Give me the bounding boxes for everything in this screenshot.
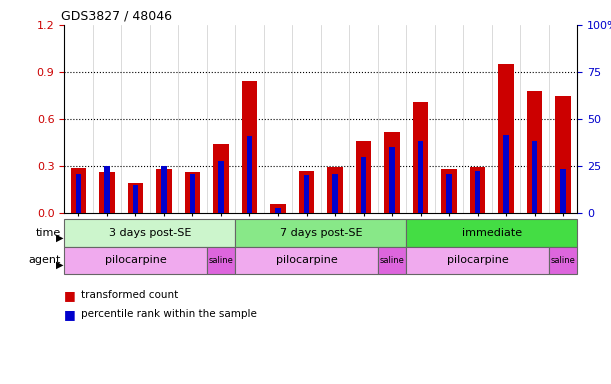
Bar xyxy=(389,147,395,213)
Bar xyxy=(218,161,224,213)
Bar xyxy=(527,91,543,213)
Bar xyxy=(64,247,207,274)
Text: ▶: ▶ xyxy=(56,260,64,270)
Bar xyxy=(560,169,566,213)
Bar xyxy=(270,204,286,213)
Bar xyxy=(161,166,167,213)
Bar xyxy=(299,171,314,213)
Bar xyxy=(406,247,549,274)
Bar xyxy=(247,136,252,213)
Bar xyxy=(99,172,115,213)
Bar xyxy=(76,174,81,213)
Text: ■: ■ xyxy=(64,289,76,302)
Bar xyxy=(441,169,457,213)
Bar xyxy=(189,174,196,213)
Bar xyxy=(327,167,343,213)
Bar xyxy=(378,247,406,274)
Bar xyxy=(207,247,235,274)
Bar xyxy=(406,219,577,247)
Text: pilocarpine: pilocarpine xyxy=(447,255,508,265)
Bar xyxy=(499,64,514,213)
Text: pilocarpine: pilocarpine xyxy=(104,255,166,265)
Bar xyxy=(503,135,509,213)
Text: ■: ■ xyxy=(64,308,76,321)
Bar xyxy=(356,141,371,213)
Text: saline: saline xyxy=(551,256,576,265)
Text: immediate: immediate xyxy=(462,228,522,238)
Bar xyxy=(235,247,378,274)
Bar xyxy=(532,141,538,213)
Bar xyxy=(70,169,86,213)
Text: pilocarpine: pilocarpine xyxy=(276,255,337,265)
Bar xyxy=(418,141,423,213)
Text: agent: agent xyxy=(29,255,61,265)
Bar xyxy=(156,169,172,213)
Text: 3 days post-SE: 3 days post-SE xyxy=(109,228,191,238)
Bar xyxy=(413,102,428,213)
Bar xyxy=(384,132,400,213)
Text: ▶: ▶ xyxy=(56,232,64,242)
Text: time: time xyxy=(36,228,61,238)
Bar xyxy=(555,96,571,213)
Bar xyxy=(332,174,338,213)
Bar xyxy=(64,219,235,247)
Bar xyxy=(185,172,200,213)
Bar xyxy=(549,247,577,274)
Bar xyxy=(104,166,110,213)
Bar xyxy=(213,144,229,213)
Bar xyxy=(235,219,406,247)
Bar xyxy=(446,174,452,213)
Bar xyxy=(475,171,480,213)
Bar xyxy=(360,157,367,213)
Bar xyxy=(133,185,138,213)
Text: percentile rank within the sample: percentile rank within the sample xyxy=(81,310,257,319)
Bar xyxy=(241,81,257,213)
Text: GDS3827 / 48046: GDS3827 / 48046 xyxy=(61,10,172,23)
Bar xyxy=(470,167,486,213)
Text: saline: saline xyxy=(208,256,233,265)
Text: 7 days post-SE: 7 days post-SE xyxy=(279,228,362,238)
Bar xyxy=(275,209,281,213)
Text: saline: saline xyxy=(379,256,404,265)
Bar xyxy=(128,183,143,213)
Bar xyxy=(304,175,309,213)
Text: transformed count: transformed count xyxy=(81,290,178,300)
